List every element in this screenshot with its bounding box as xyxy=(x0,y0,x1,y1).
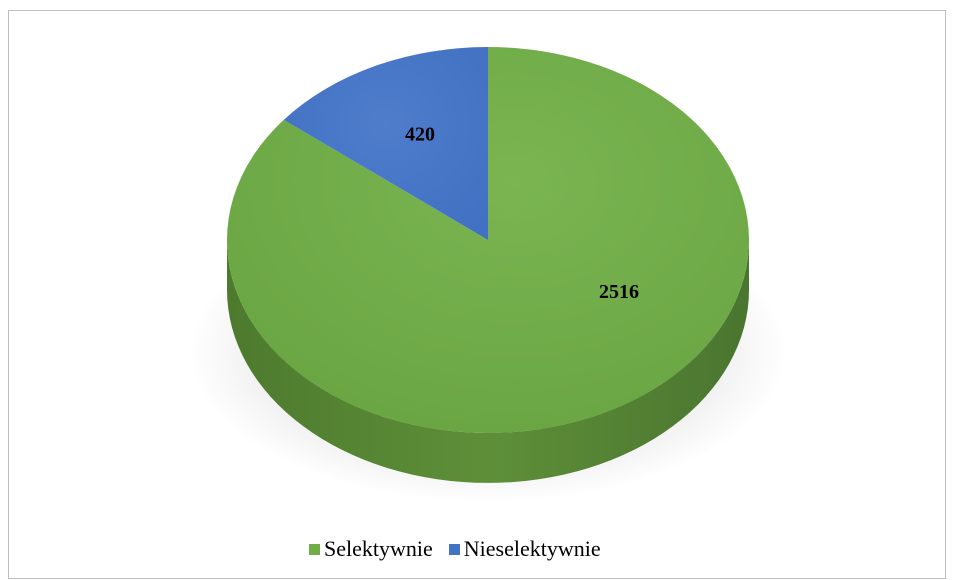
legend-swatch-selektywnie xyxy=(309,543,320,555)
pie-side-wall xyxy=(227,240,749,483)
legend-swatch-nieselektywnie xyxy=(448,543,460,555)
slice-selektywnie xyxy=(226,47,749,433)
legend: Selektywnie Nieselektywnie xyxy=(299,530,611,568)
data-label-nieselektywnie: 420 xyxy=(405,123,435,145)
data-label-selektywnie: 2516 xyxy=(599,281,639,303)
legend-label-nieselektywnie: Nieselektywnie xyxy=(463,536,601,561)
pie-labels: 2516 420 xyxy=(405,123,639,303)
legend-item-nieselektywnie: Nieselektywnie xyxy=(448,536,601,562)
pie-side xyxy=(227,240,749,483)
legend-label-selektywnie: Selektywnie xyxy=(324,536,433,561)
pie-top xyxy=(226,47,749,433)
legend-item-selektywnie: Selektywnie xyxy=(309,536,433,562)
slice-nieselektywnie xyxy=(283,47,488,240)
